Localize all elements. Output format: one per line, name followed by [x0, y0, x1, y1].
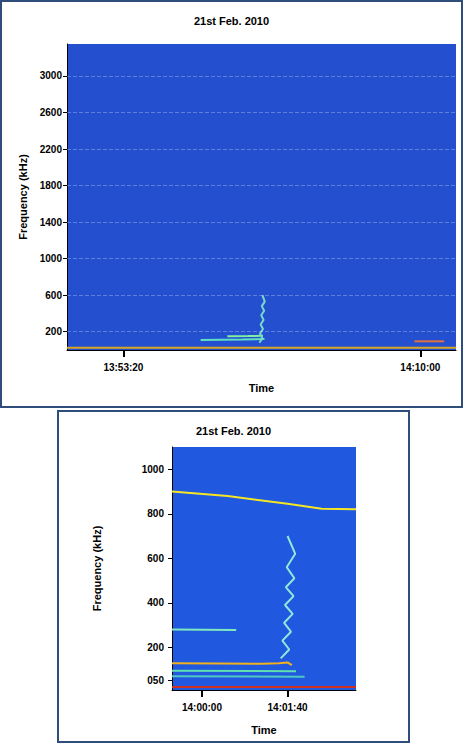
- svg-text:21st Feb. 2010: 21st Feb. 2010: [194, 15, 269, 27]
- svg-text:Frequency (kHz): Frequency (kHz): [17, 154, 29, 240]
- svg-text:1000: 1000: [142, 464, 165, 475]
- svg-text:600: 600: [45, 290, 62, 301]
- svg-text:Frequency (kHz): Frequency (kHz): [91, 525, 103, 611]
- svg-text:1400: 1400: [40, 217, 63, 228]
- svg-text:Time: Time: [249, 382, 274, 394]
- svg-text:2200: 2200: [40, 144, 63, 155]
- svg-text:600: 600: [147, 553, 164, 564]
- svg-text:13:53:20: 13:53:20: [103, 362, 143, 373]
- svg-text:050: 050: [147, 675, 164, 686]
- svg-text:2600: 2600: [40, 107, 63, 118]
- svg-text:21st Feb. 2010: 21st Feb. 2010: [196, 425, 271, 437]
- svg-text:1000: 1000: [40, 253, 63, 264]
- svg-text:800: 800: [147, 508, 164, 519]
- svg-text:1800: 1800: [40, 180, 63, 191]
- svg-text:14:01:40: 14:01:40: [268, 702, 308, 713]
- svg-text:3000: 3000: [40, 70, 63, 81]
- svg-text:14:00:00: 14:00:00: [182, 702, 222, 713]
- svg-text:200: 200: [147, 642, 164, 653]
- svg-text:400: 400: [147, 597, 164, 608]
- svg-text:200: 200: [45, 326, 62, 337]
- svg-text:14:10:00: 14:10:00: [400, 362, 440, 373]
- svg-text:Time: Time: [251, 724, 276, 736]
